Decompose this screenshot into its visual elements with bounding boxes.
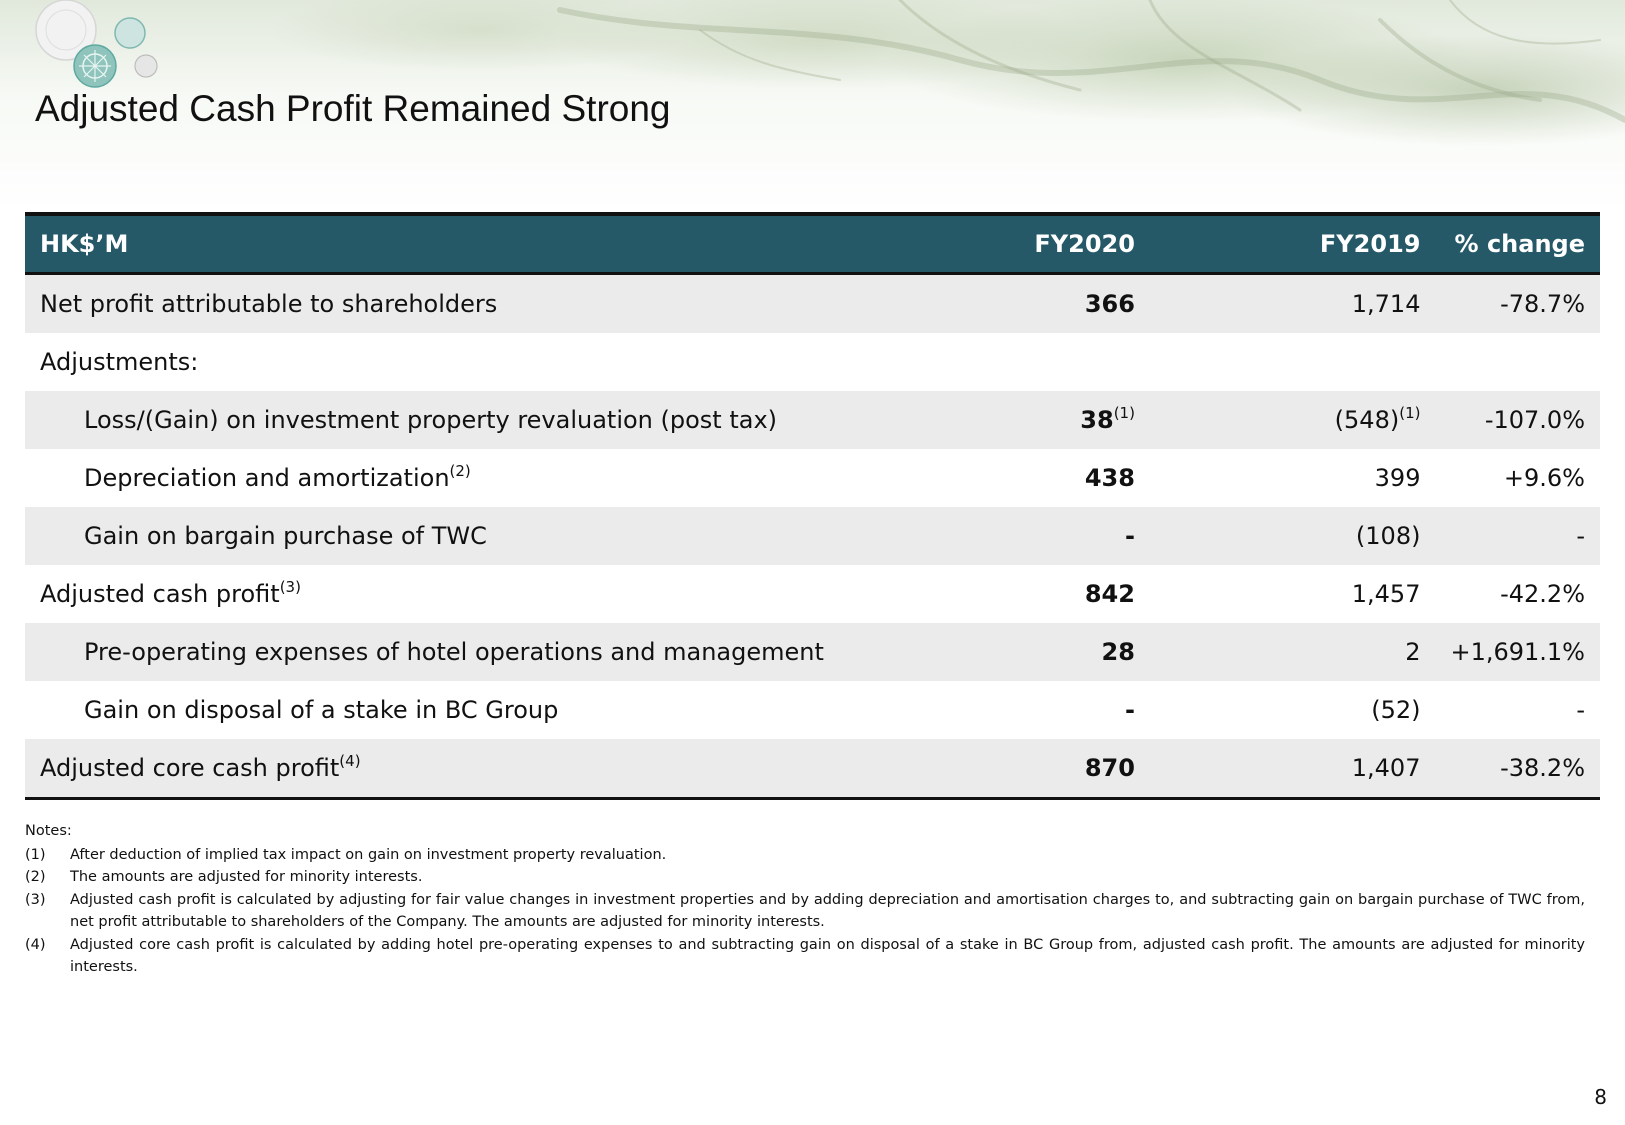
change-value: -42.2% xyxy=(1500,580,1585,608)
row-label: Net profit attributable to shareholders xyxy=(25,274,897,334)
row-label: Gain on disposal of a stake in BC Group xyxy=(25,681,897,739)
fy2019-value: 2 xyxy=(1405,638,1421,666)
footnote-text: After deduction of implied tax impact on… xyxy=(70,846,667,863)
table-row: Adjustments: xyxy=(25,333,1600,391)
page-number: 8 xyxy=(1594,1085,1607,1109)
column-header-fy2019: FY2019 xyxy=(1319,230,1421,258)
table-row: Loss/(Gain) on investment property reval… xyxy=(25,391,1600,449)
row-label-text: Gain on bargain purchase of TWC xyxy=(84,522,487,550)
footnote-number: (3) xyxy=(25,891,46,908)
row-label-text: Adjusted cash profit xyxy=(40,580,280,608)
value-text: (548) xyxy=(1334,406,1400,434)
footnote-ref: (2) xyxy=(449,462,471,480)
fy2019-value: 1,407 xyxy=(1351,754,1421,782)
footnote-number: (2) xyxy=(25,869,46,885)
column-header-change: % change xyxy=(1454,230,1585,258)
fy2019-value xyxy=(1150,333,1436,391)
fy2020-value: 28 xyxy=(1101,638,1135,666)
fy2020-value xyxy=(897,333,1150,391)
footnote-number: (1) xyxy=(25,846,46,863)
change-value: - xyxy=(1576,696,1585,724)
footnote-ref: (1) xyxy=(1399,404,1421,422)
footnote-item: (2) The amounts are adjusted for minorit… xyxy=(25,866,1585,889)
footnote-text: Adjusted core cash profit is calculated … xyxy=(70,936,1585,976)
footnote-item: (3) Adjusted cash profit is calculated b… xyxy=(25,889,1585,934)
table-row: Gain on bargain purchase of TWC - (108) … xyxy=(25,507,1600,565)
table-row: Gain on disposal of a stake in BC Group … xyxy=(25,681,1600,739)
column-header-label: HK$’M xyxy=(40,230,129,258)
fy2019-value: (108) xyxy=(1355,522,1421,550)
fy2020-value: - xyxy=(1124,696,1135,724)
change-value: +9.6% xyxy=(1503,464,1585,492)
fy2020-value: 870 xyxy=(1084,754,1135,782)
change-value xyxy=(1435,333,1600,391)
header-banner xyxy=(0,0,1625,210)
fy2020-value: 438 xyxy=(1084,464,1135,492)
row-label-text: Adjusted core cash profit xyxy=(40,754,340,782)
tree-branches-decoration xyxy=(557,0,1625,123)
footnote-ref: (4) xyxy=(339,752,361,770)
fy2019-value: 1,457 xyxy=(1351,580,1421,608)
fy2020-value: - xyxy=(1124,522,1135,550)
footnote-ref: (3) xyxy=(279,578,301,596)
footnote-text: The amounts are adjusted for minority in… xyxy=(70,869,423,885)
row-label: Adjusted cash profit(3) xyxy=(25,565,897,623)
notes-heading: Notes: xyxy=(25,823,72,839)
change-value: -78.7% xyxy=(1500,290,1585,318)
value-text: 38 xyxy=(1080,406,1114,434)
table-row: Adjusted core cash profit(4) 870 1,407 -… xyxy=(25,739,1600,799)
change-value: +1,691.1% xyxy=(1450,638,1585,666)
fy2020-value: 366 xyxy=(1084,290,1135,318)
row-label: Depreciation and amortization(2) xyxy=(25,449,897,507)
table-header-row: HK$’M FY2020 FY2019 % change xyxy=(25,214,1600,274)
row-label-text: Depreciation and amortization xyxy=(84,464,450,492)
row-label-text: Adjustments: xyxy=(40,348,199,376)
row-label-text: Net profit attributable to shareholders xyxy=(40,290,498,318)
row-label-text: Loss/(Gain) on investment property reval… xyxy=(84,406,778,434)
column-header-fy2020: FY2020 xyxy=(1034,230,1135,258)
table-row: Pre-operating expenses of hotel operatio… xyxy=(25,623,1600,681)
row-label: Loss/(Gain) on investment property reval… xyxy=(25,391,897,449)
footnote-ref: (1) xyxy=(1113,404,1135,422)
row-label-text: Pre-operating expenses of hotel operatio… xyxy=(84,638,824,666)
fy2019-value: (548)(1) xyxy=(1150,391,1436,449)
fy2019-value: 1,714 xyxy=(1351,290,1421,318)
adjusted-cash-profit-table: HK$’M FY2020 FY2019 % change Net profit … xyxy=(25,212,1600,800)
fy2019-value: 399 xyxy=(1374,464,1421,492)
table-row: Depreciation and amortization(2) 438 399… xyxy=(25,449,1600,507)
row-label-text: Gain on disposal of a stake in BC Group xyxy=(84,696,559,724)
row-label: Adjusted core cash profit(4) xyxy=(25,739,897,799)
fy2019-value: (52) xyxy=(1371,696,1421,724)
company-logo xyxy=(35,0,158,88)
row-label: Pre-operating expenses of hotel operatio… xyxy=(25,623,897,681)
page-title: Adjusted Cash Profit Remained Strong xyxy=(35,88,671,129)
footnotes: Notes: (1) After deduction of implied ta… xyxy=(25,820,1585,979)
footnote-item: (1) After deduction of implied tax impac… xyxy=(25,844,1585,867)
footnote-item: (4) Adjusted core cash profit is calcula… xyxy=(25,934,1585,979)
fy2020-value: 38(1) xyxy=(897,391,1150,449)
fy2020-value: 842 xyxy=(1084,580,1135,608)
footnote-text: Adjusted cash profit is calculated by ad… xyxy=(70,891,1585,931)
table-row: Adjusted cash profit(3) 842 1,457 -42.2% xyxy=(25,565,1600,623)
row-label: Gain on bargain purchase of TWC xyxy=(25,507,897,565)
change-value: -107.0% xyxy=(1484,406,1585,434)
row-label: Adjustments: xyxy=(25,333,897,391)
change-value: - xyxy=(1576,522,1585,550)
footnote-number: (4) xyxy=(25,936,46,953)
change-value: -38.2% xyxy=(1500,754,1585,782)
table-row: Net profit attributable to shareholders … xyxy=(25,273,1600,334)
